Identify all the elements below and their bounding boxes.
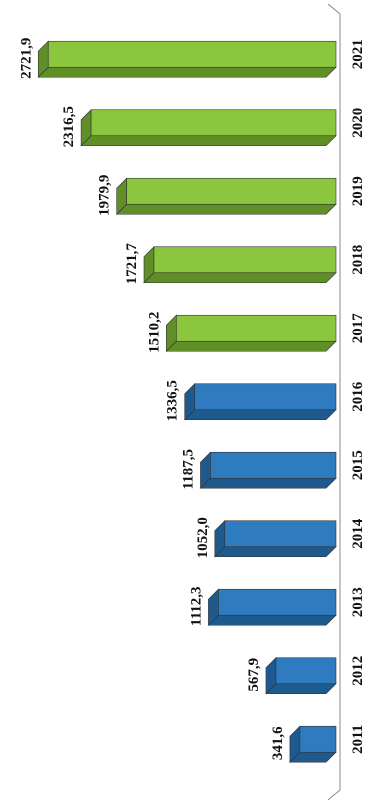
year-tick-2011: 2011 — [350, 725, 366, 754]
bar-side-2017 — [165, 340, 337, 352]
bar-side-2018 — [143, 272, 337, 284]
bar-side-2014 — [214, 546, 337, 558]
bar-2012 — [275, 657, 337, 685]
bar-side-2021 — [37, 66, 337, 78]
year-tick-2020: 2020 — [350, 108, 366, 138]
value-label-2011: 341,6 — [270, 726, 286, 760]
bar-2021 — [47, 40, 337, 68]
year-tick-2015: 2015 — [350, 450, 366, 480]
year-tick-2017: 2017 — [350, 313, 366, 344]
bar-2013 — [218, 588, 337, 616]
value-label-2021: 2721,9 — [18, 38, 34, 79]
value-label-2015: 1187,5 — [180, 449, 196, 489]
bar-2019 — [126, 177, 337, 205]
bar-2020 — [90, 109, 337, 137]
bar-2014 — [224, 520, 337, 548]
bar-2018 — [153, 246, 337, 274]
bar-side-2019 — [115, 203, 337, 215]
axis-frame — [327, 3, 341, 801]
year-tick-2018: 2018 — [350, 245, 366, 275]
year-tick-2021: 2021 — [350, 39, 366, 69]
year-ticks-group: 2021 2020 2019 2018 2017 2016 2015 2014 2013 2012… — [350, 39, 366, 754]
bar-side-2012 — [265, 683, 337, 695]
value-labels-group: 2721,9 2316,5 1979,9 1721,7 1510,2 1336,5 1187… — [18, 38, 286, 761]
year-tick-2014: 2014 — [350, 518, 366, 549]
bar-2015 — [210, 451, 337, 479]
value-label-2018: 1721,7 — [124, 243, 140, 285]
axis-bottom-slant — [327, 789, 341, 801]
bars-group — [37, 40, 337, 763]
bar-side-2016 — [183, 409, 337, 421]
axis-top-slant — [327, 3, 341, 15]
year-tick-2012: 2012 — [350, 656, 366, 686]
value-label-2016: 1336,5 — [165, 380, 181, 421]
bar-2017 — [176, 314, 337, 342]
year-tick-2016: 2016 — [350, 381, 366, 412]
bar-2016 — [194, 383, 337, 411]
value-label-2014: 1052,0 — [195, 517, 211, 558]
value-label-2013: 1112,3 — [188, 586, 204, 626]
bar-2011 — [299, 725, 337, 753]
value-label-2019: 1979,9 — [97, 175, 113, 216]
year-tick-2019: 2019 — [350, 176, 366, 206]
value-label-2020: 2316,5 — [61, 106, 77, 147]
value-label-2012: 567,9 — [246, 658, 262, 692]
bar-side-2015 — [199, 477, 337, 489]
value-label-2017: 1510,2 — [146, 312, 162, 353]
bar-side-2020 — [80, 135, 337, 147]
year-tick-2013: 2013 — [350, 587, 366, 617]
bar-side-2013 — [207, 614, 337, 626]
